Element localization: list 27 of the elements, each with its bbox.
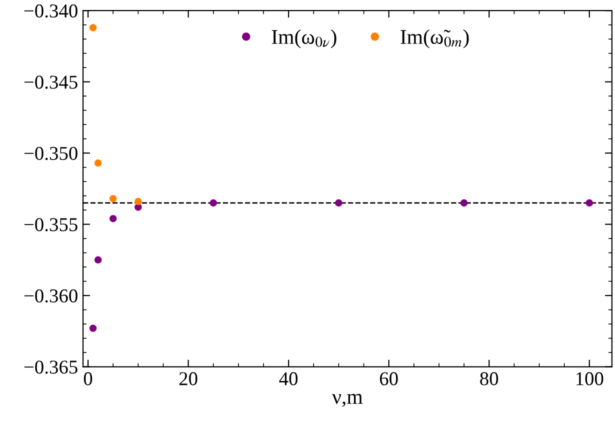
x-axis-title: ν,m <box>332 394 363 407</box>
point <box>134 204 142 211</box>
x-tick-label: 60 <box>380 372 398 386</box>
y-tick-label: −0.355 <box>24 218 78 232</box>
x-tick-label: 80 <box>480 372 498 386</box>
point <box>89 24 97 32</box>
x-tick-label: 100 <box>576 372 604 386</box>
point <box>89 324 97 332</box>
x-tick-label: 40 <box>279 372 298 386</box>
y-tick-label: −0.365 <box>24 360 78 374</box>
legend-label: Im(ω̃$_{0m}$) <box>400 29 469 48</box>
y-tick-label: −0.340 <box>24 4 78 18</box>
point <box>134 198 142 206</box>
point <box>586 199 594 207</box>
point <box>94 256 102 264</box>
point <box>109 214 117 222</box>
y-tick-label: −0.345 <box>24 76 78 89</box>
point <box>109 195 117 202</box>
x-tick-label: 20 <box>179 372 198 386</box>
point <box>460 199 468 207</box>
y-tick-label: −0.350 <box>24 146 78 160</box>
x-tick-label: 0 <box>84 372 92 386</box>
y-tick-label: −0.360 <box>24 289 78 303</box>
point <box>210 199 218 207</box>
point <box>335 199 342 207</box>
legend-label: Im(ω$_{0ν}$) <box>272 29 336 48</box>
point <box>94 159 102 167</box>
